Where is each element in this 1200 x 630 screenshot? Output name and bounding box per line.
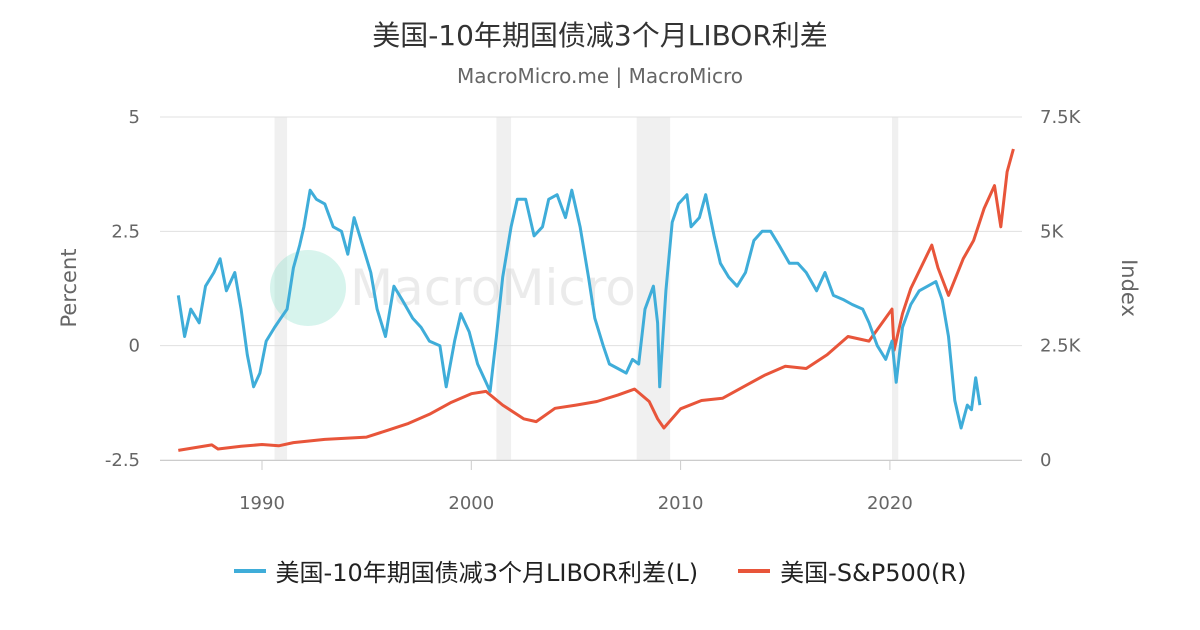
legend-swatch: [738, 568, 771, 573]
x-tick: 2020: [867, 493, 913, 514]
chart-subtitle: MacroMicro.me | MacroMicro: [457, 64, 743, 88]
x-tick: 1990: [239, 493, 285, 514]
legend-label: 美国-S&P500(R): [780, 559, 967, 587]
recession-band: [891, 117, 899, 460]
watermark: MacroMicro: [270, 250, 636, 326]
y-left-tick: -2.5: [105, 450, 140, 471]
y-left-label: Percent: [57, 248, 81, 327]
recession-band: [496, 117, 512, 460]
series-line-spread: [176, 188, 982, 430]
legend-item-spread[interactable]: 美国-10年期国债减3个月LIBOR利差(L): [233, 553, 699, 588]
watermark-logo-icon: [270, 250, 346, 326]
legend-swatch: [233, 568, 266, 573]
y-left-tick: 0: [129, 336, 140, 357]
series-line-sp500: [178, 148, 1015, 452]
legend-item-sp500[interactable]: 美国-S&P500(R): [738, 553, 966, 588]
y-right-tick: 7.5K: [1040, 107, 1082, 128]
y-left-tick: 2.5: [111, 221, 140, 242]
legend: 美国-10年期国债减3个月LIBOR利差(L) 美国-S&P500(R): [0, 553, 1200, 588]
y-left-tick: 5: [129, 107, 140, 128]
recession-band: [274, 117, 288, 460]
y-right-tick: 5K: [1040, 221, 1064, 242]
legend-label: 美国-10年期国债减3个月LIBOR利差(L): [275, 559, 699, 587]
y-right-label: Index: [1117, 259, 1141, 317]
y-right-tick: 2.5K: [1040, 336, 1082, 357]
y-right-tick: 0: [1040, 450, 1051, 471]
x-tick: 2010: [658, 493, 704, 514]
x-tick: 2000: [448, 493, 494, 514]
chart-title: 美国-10年期国债减3个月LIBOR利差: [372, 19, 828, 52]
